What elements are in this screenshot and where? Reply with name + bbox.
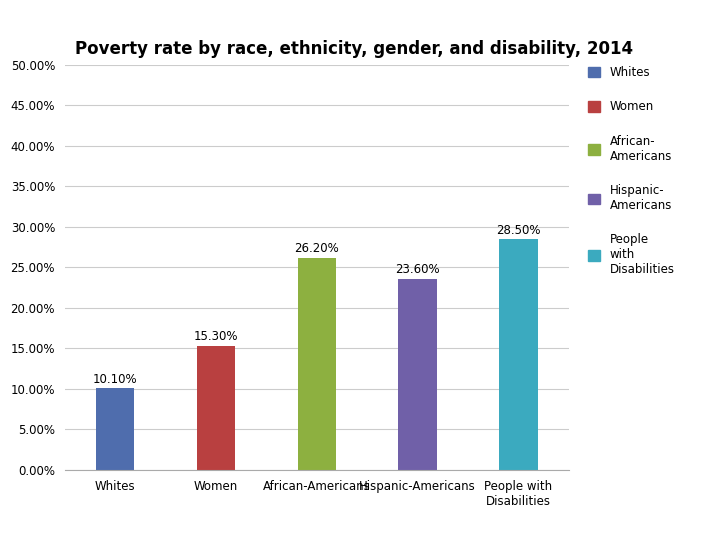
Text: 26.20%: 26.20% [294, 242, 339, 255]
Bar [96, 388, 135, 470]
Text: 15.30%: 15.30% [194, 330, 238, 343]
Legend: Whites, Women, African-
Americans, Hispanic-
Americans, People
with
Disabilities: Whites, Women, African- Americans, Hispa… [585, 63, 678, 280]
Bar [499, 239, 538, 470]
Bar [398, 279, 437, 470]
Text: 10.10%: 10.10% [93, 373, 138, 386]
Text: Poverty rate by race, ethnicity, gender, and disability, 2014: Poverty rate by race, ethnicity, gender,… [75, 39, 633, 58]
Text: 23.60%: 23.60% [395, 263, 440, 276]
Bar [297, 258, 336, 470]
Bar [197, 346, 235, 470]
Text: 28.50%: 28.50% [496, 224, 541, 237]
